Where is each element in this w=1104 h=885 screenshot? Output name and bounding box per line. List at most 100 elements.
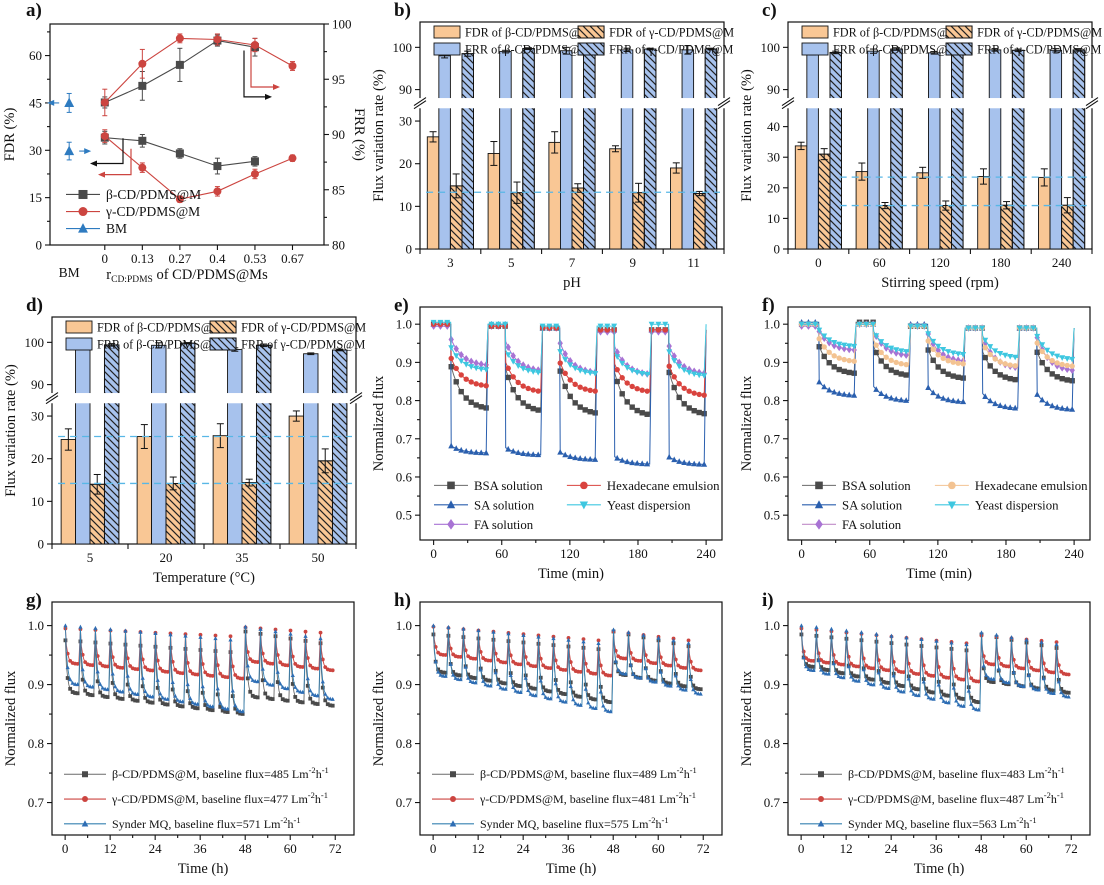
x-tick-label: 120 bbox=[928, 546, 948, 561]
panel-b: b) 0 10 20 30 90 100 3 5 7 9 11 pH Flux variation ra… bbox=[368, 0, 736, 295]
marker-triangle-up bbox=[598, 689, 603, 694]
marker-square bbox=[468, 675, 473, 679]
marker-triangle-up bbox=[318, 636, 323, 641]
marker-triangle-up bbox=[120, 689, 125, 694]
x-tick-label: 180 bbox=[991, 255, 1011, 270]
legend-label: Hexadecane emulsion bbox=[607, 479, 720, 493]
marker-triangle-up bbox=[80, 667, 85, 672]
x-tick-label: 60 bbox=[495, 546, 508, 561]
marker-triangle-up bbox=[831, 661, 836, 666]
marker-circle bbox=[873, 342, 879, 348]
marker-circle bbox=[811, 659, 816, 663]
y-tick-label: 1.0 bbox=[764, 618, 780, 633]
marker-circle bbox=[991, 662, 996, 667]
bar-hatch bbox=[255, 344, 272, 545]
marker-triangle-up bbox=[568, 684, 573, 689]
marker-triangle-up bbox=[941, 698, 946, 703]
marker-triangle-up bbox=[992, 400, 999, 407]
x-axis-label: rCD:PDMS of CD/PDMS@Ms bbox=[106, 267, 268, 285]
x-axis-label: Time (min) bbox=[538, 566, 604, 582]
marker-triangle-up bbox=[1016, 682, 1021, 687]
x-tick-label: 48 bbox=[607, 841, 620, 856]
marker-square bbox=[666, 681, 671, 686]
x-tick-label: 72 bbox=[329, 841, 342, 856]
marker-square bbox=[155, 685, 160, 690]
fdr-line bbox=[104, 135, 293, 200]
y-tick-label: 1.0 bbox=[396, 618, 412, 633]
marker-triangle-up bbox=[644, 460, 651, 467]
marker-square bbox=[981, 666, 986, 671]
legend-label: FA solution bbox=[842, 518, 902, 532]
x-tick-label: 0 bbox=[430, 546, 437, 561]
marker-circle bbox=[583, 661, 588, 666]
marker-circle bbox=[210, 674, 215, 678]
marker-circle bbox=[473, 656, 478, 661]
marker-square bbox=[175, 60, 184, 69]
marker-circle bbox=[78, 207, 88, 217]
marker-square bbox=[483, 677, 488, 682]
legend-label: β-CD/PDMS@M, baseline flux=483 Lm-2h-1 bbox=[848, 765, 1065, 781]
marker-triangle-down bbox=[863, 321, 870, 328]
marker-triangle-down bbox=[1030, 325, 1037, 332]
marker-triangle-up bbox=[88, 684, 93, 689]
marker-triangle-up bbox=[573, 701, 578, 706]
marker-triangle-up bbox=[846, 664, 851, 669]
marker-square bbox=[809, 664, 814, 669]
legend-label: Hexadecane emulsion bbox=[975, 479, 1088, 493]
y-tick-label: 45 bbox=[29, 95, 42, 110]
marker-circle bbox=[562, 370, 568, 376]
y-tick-label: 10 bbox=[399, 199, 412, 214]
legend-label: FDR of γ-CD/PDMS@M bbox=[241, 321, 366, 335]
marker-triangle-up bbox=[683, 687, 688, 692]
marker-circle bbox=[318, 630, 323, 635]
arrow-head bbox=[273, 83, 280, 90]
marker-square bbox=[531, 686, 536, 691]
marker-circle bbox=[510, 374, 516, 380]
legend-swatch bbox=[801, 42, 829, 56]
marker-diamond bbox=[458, 351, 464, 359]
marker-triangle-up bbox=[925, 384, 932, 391]
legend-swatch bbox=[433, 42, 461, 56]
marker-triangle-up bbox=[681, 459, 688, 466]
marker-triangle-up bbox=[879, 681, 884, 686]
marker-triangle-up bbox=[1029, 683, 1034, 688]
panel-a: a) 0 15 30 45 60 80 85 90 95 100 0 0.13 0.27 0.4 0.53 0… bbox=[0, 0, 368, 295]
x-tick-label: 24 bbox=[517, 841, 531, 856]
marker-square bbox=[1046, 687, 1051, 692]
marker-triangle-up bbox=[939, 695, 944, 700]
marker-triangle-up bbox=[826, 671, 831, 676]
marker-triangle-up bbox=[582, 455, 589, 462]
marker-triangle-up bbox=[955, 398, 962, 404]
marker-triangle-up bbox=[213, 636, 218, 641]
marker-triangle-up bbox=[851, 392, 858, 398]
x-tick-label: 60 bbox=[652, 841, 665, 856]
legend-label: γ-CD/PDMS@M bbox=[105, 204, 200, 219]
marker-square bbox=[930, 357, 936, 363]
legend-label: FDR of β-CD/PDMS@M bbox=[833, 26, 959, 40]
marker-triangle-up bbox=[954, 698, 959, 703]
panel-d-chart: 0 10 20 30 90 100 5 20 35 50 Temperature (°C) Flux … bbox=[3, 316, 366, 586]
marker-circle bbox=[701, 392, 707, 398]
marker-circle bbox=[960, 361, 966, 367]
marker-square bbox=[535, 407, 541, 413]
y-tick-label: 0 bbox=[406, 242, 413, 257]
marker-square bbox=[190, 704, 195, 709]
marker-square bbox=[208, 707, 213, 712]
y-axis-label: Normalized flux bbox=[739, 375, 755, 471]
marker-square bbox=[510, 387, 516, 393]
marker-triangle-up bbox=[328, 696, 333, 701]
marker-triangle-up bbox=[498, 685, 503, 690]
panel-label-g: g) bbox=[26, 590, 42, 611]
marker-triangle-up bbox=[1061, 693, 1066, 698]
marker-triangle-up bbox=[816, 658, 821, 663]
legend-swatch-hatch bbox=[577, 25, 605, 39]
marker-square bbox=[691, 408, 697, 414]
x-tick-label: 0 bbox=[798, 546, 805, 561]
marker-square bbox=[903, 372, 909, 378]
marker-square bbox=[989, 679, 994, 684]
marker-triangle-up bbox=[520, 450, 527, 456]
marker-triangle-down bbox=[488, 321, 495, 328]
marker-triangle-up bbox=[909, 688, 914, 693]
marker-square bbox=[851, 673, 856, 678]
marker-triangle-down bbox=[982, 337, 989, 344]
